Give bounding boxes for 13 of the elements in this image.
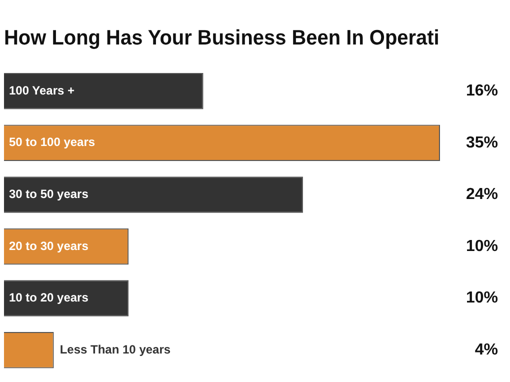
- data-label: 24%: [466, 186, 498, 204]
- y-tick-label: 30 to 50 years: [9, 187, 89, 202]
- data-label: 4%: [474, 342, 498, 359]
- data-label: 16%: [466, 82, 498, 100]
- y-tick-label: 10 to 20 years: [9, 290, 89, 305]
- data-label: 35%: [466, 134, 498, 152]
- chart-title: How Long Has Your Business Been In Operati: [4, 26, 440, 50]
- data-label: 10%: [466, 238, 498, 255]
- y-tick-label: Less Than 10 years: [60, 342, 171, 356]
- data-label: 10%: [466, 290, 498, 307]
- y-tick-label: 50 to 100 years: [9, 135, 96, 150]
- y-tick-label: 20 to 30 years: [9, 238, 89, 253]
- y-tick-label: 100 Years +: [9, 83, 75, 98]
